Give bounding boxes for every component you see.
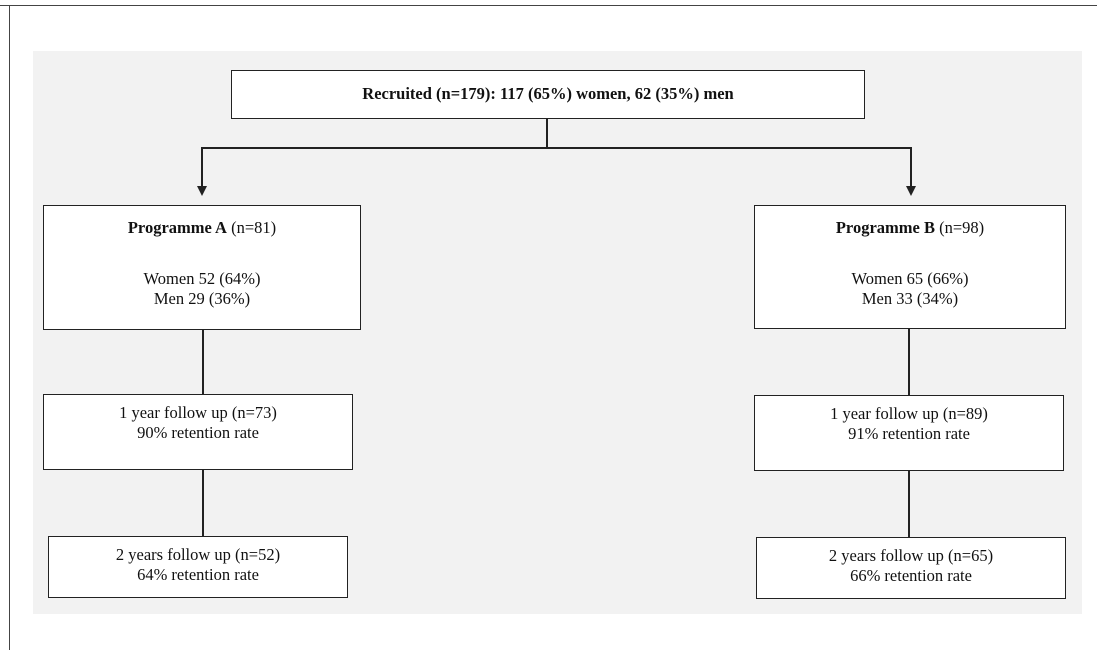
programme-a-year1-box: 1 year follow up (n=73) 90% retention ra…	[43, 394, 353, 470]
recruited-text: Recruited (n=179): 117 (65%) women, 62 (…	[362, 84, 734, 103]
connector-to-programme-b	[910, 147, 912, 187]
connector-recruited-down	[546, 119, 548, 148]
programme-a-men: Men 29 (36%)	[153, 289, 251, 308]
programme-b-year2-count: 2 years follow up (n=65)	[828, 546, 994, 565]
programme-b-n: (n=98)	[934, 218, 985, 237]
programme-b-name: Programme B	[835, 218, 935, 237]
arrow-to-programme-b	[906, 186, 916, 196]
programme-b-year2-box: 2 years follow up (n=65) 66% retention r…	[756, 537, 1066, 599]
programme-a-women: Women 52 (64%)	[143, 269, 261, 288]
programme-b-men: Men 33 (34%)	[861, 289, 959, 308]
programme-a-year2-count: 2 years follow up (n=52)	[115, 545, 281, 564]
connector-b-to-year2	[908, 471, 910, 537]
programme-b-year1-count: 1 year follow up (n=89)	[830, 404, 988, 423]
programme-b-women: Women 65 (66%)	[851, 269, 969, 288]
programme-b-year2-retention: 66% retention rate	[850, 566, 972, 585]
figure-frame-top	[0, 5, 1097, 6]
programme-a-year2-box: 2 years follow up (n=52) 64% retention r…	[48, 536, 348, 598]
programme-a-name: Programme A	[127, 218, 227, 237]
programme-a-year2-retention: 64% retention rate	[137, 565, 259, 584]
programme-a-n: (n=81)	[226, 218, 277, 237]
programme-b-year1-box: 1 year follow up (n=89) 91% retention ra…	[754, 395, 1064, 471]
diagram-panel	[33, 51, 1082, 614]
connector-to-programme-a	[201, 147, 203, 187]
connector-a-to-year2	[202, 470, 204, 536]
recruited-box: Recruited (n=179): 117 (65%) women, 62 (…	[231, 70, 865, 119]
programme-a-year1-count: 1 year follow up (n=73)	[119, 403, 277, 422]
connector-b-to-year1	[908, 329, 910, 395]
figure-frame-left	[9, 5, 10, 650]
arrow-to-programme-a	[197, 186, 207, 196]
connector-horizontal	[201, 147, 911, 149]
connector-a-to-year1	[202, 330, 204, 394]
programme-a-title: Programme A (n=81)	[44, 218, 360, 238]
programme-b-year1-retention: 91% retention rate	[848, 424, 970, 443]
programme-a-year1-retention: 90% retention rate	[137, 423, 259, 442]
programme-a-box: Programme A (n=81) Women 52 (64%) Men 29…	[43, 205, 361, 330]
programme-b-box: Programme B (n=98) Women 65 (66%) Men 33…	[754, 205, 1066, 329]
programme-b-title: Programme B (n=98)	[755, 218, 1065, 238]
